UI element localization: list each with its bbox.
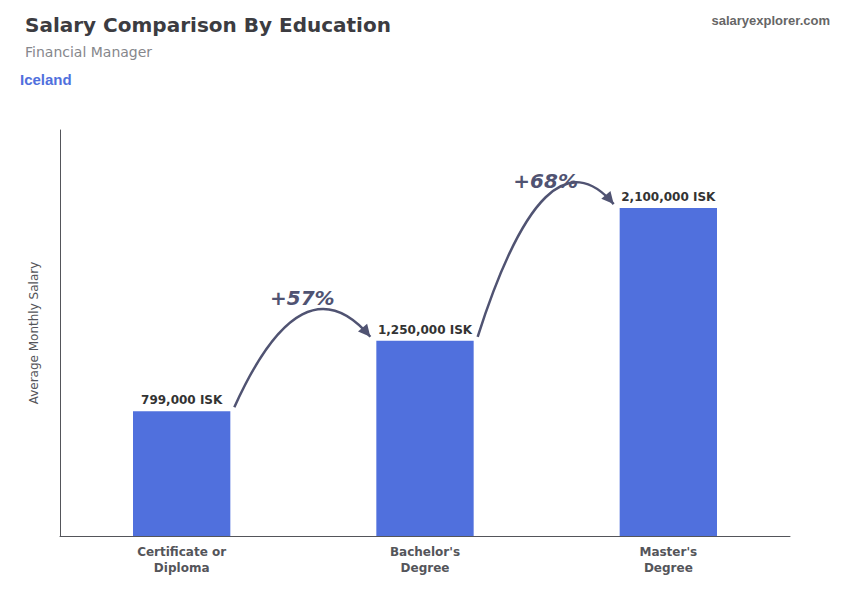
svg-text:Bachelor's: Bachelor's [390,545,460,559]
svg-text:Average Monthly Salary: Average Monthly Salary [27,262,41,405]
svg-text:Certificate or: Certificate or [137,545,226,559]
svg-text:799,000 ISK: 799,000 ISK [141,393,223,407]
svg-text:Salary Comparison By Education: Salary Comparison By Education [25,13,391,37]
svg-text:1,250,000 ISK: 1,250,000 ISK [378,323,473,337]
svg-text:+57%: +57% [270,286,335,310]
svg-text:2,100,000 ISK: 2,100,000 ISK [621,190,716,204]
svg-text:Financial Manager: Financial Manager [25,44,152,60]
svg-text:salaryexplorer.com: salaryexplorer.com [711,13,830,28]
svg-text:Degree: Degree [401,561,450,575]
svg-text:Master's: Master's [639,545,697,559]
svg-text:Degree: Degree [644,561,693,575]
svg-text:+68%: +68% [513,169,578,193]
svg-text:Diploma: Diploma [154,561,210,575]
svg-text:Iceland: Iceland [20,71,72,88]
